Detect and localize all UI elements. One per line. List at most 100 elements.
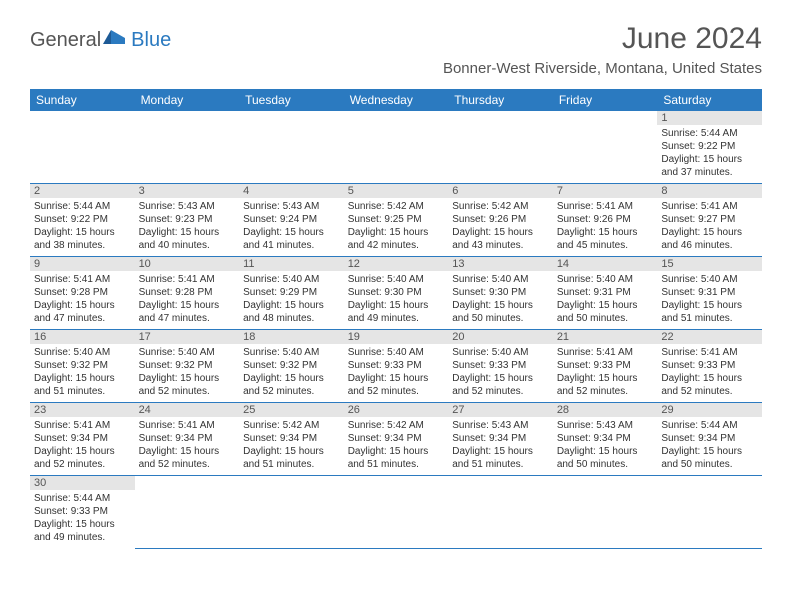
sunrise-line: Sunrise: 5:40 AM [661, 273, 758, 286]
daylight-line: Daylight: 15 hours and 49 minutes. [348, 299, 445, 325]
day-number: 2 [30, 184, 135, 198]
calendar-cell: 3Sunrise: 5:43 AMSunset: 9:23 PMDaylight… [135, 184, 240, 257]
weekday-header: Friday [553, 89, 658, 111]
daylight-line: Daylight: 15 hours and 42 minutes. [348, 226, 445, 252]
daylight-line: Daylight: 15 hours and 40 minutes. [139, 226, 236, 252]
calendar-cell: 27Sunrise: 5:43 AMSunset: 9:34 PMDayligh… [448, 403, 553, 476]
day-content: Sunrise: 5:42 AMSunset: 9:34 PMDaylight:… [243, 419, 340, 471]
day-content: Sunrise: 5:40 AMSunset: 9:32 PMDaylight:… [34, 346, 131, 398]
daylight-line: Daylight: 15 hours and 52 minutes. [557, 372, 654, 398]
calendar-cell: 4Sunrise: 5:43 AMSunset: 9:24 PMDaylight… [239, 184, 344, 257]
sunrise-line: Sunrise: 5:41 AM [661, 346, 758, 359]
day-number: 6 [448, 184, 553, 198]
calendar-cell: 15Sunrise: 5:40 AMSunset: 9:31 PMDayligh… [657, 257, 762, 330]
calendar-cell: 26Sunrise: 5:42 AMSunset: 9:34 PMDayligh… [344, 403, 449, 476]
daylight-line: Daylight: 15 hours and 47 minutes. [34, 299, 131, 325]
day-content: Sunrise: 5:40 AMSunset: 9:31 PMDaylight:… [557, 273, 654, 325]
sunset-line: Sunset: 9:26 PM [452, 213, 549, 226]
calendar-cell-empty [344, 111, 449, 184]
sunrise-line: Sunrise: 5:43 AM [557, 419, 654, 432]
calendar-cell-empty [448, 111, 553, 184]
calendar-row: 1Sunrise: 5:44 AMSunset: 9:22 PMDaylight… [30, 111, 762, 184]
day-number: 5 [344, 184, 449, 198]
calendar-cell-empty [553, 476, 658, 549]
calendar-cell: 10Sunrise: 5:41 AMSunset: 9:28 PMDayligh… [135, 257, 240, 330]
calendar-cell: 11Sunrise: 5:40 AMSunset: 9:29 PMDayligh… [239, 257, 344, 330]
calendar-cell: 13Sunrise: 5:40 AMSunset: 9:30 PMDayligh… [448, 257, 553, 330]
day-number: 7 [553, 184, 658, 198]
calendar-row: 9Sunrise: 5:41 AMSunset: 9:28 PMDaylight… [30, 257, 762, 330]
sunrise-line: Sunrise: 5:40 AM [348, 273, 445, 286]
calendar-cell-empty [30, 111, 135, 184]
day-content: Sunrise: 5:40 AMSunset: 9:29 PMDaylight:… [243, 273, 340, 325]
calendar-cell: 1Sunrise: 5:44 AMSunset: 9:22 PMDaylight… [657, 111, 762, 184]
daylight-line: Daylight: 15 hours and 41 minutes. [243, 226, 340, 252]
calendar-cell: 5 Sunrise: 5:42 AMSunset: 9:25 PMDaylight… [344, 184, 449, 257]
daylight-line: Daylight: 15 hours and 52 minutes. [452, 372, 549, 398]
sunset-line: Sunset: 9:24 PM [243, 213, 340, 226]
day-number: 21 [553, 330, 658, 344]
title-block: June 2024 Bonner-West Riverside, Montana… [443, 22, 762, 77]
weekday-header: Saturday [657, 89, 762, 111]
calendar-row: 23Sunrise: 5:41 AMSunset: 9:34 PMDayligh… [30, 403, 762, 476]
day-number: 29 [657, 403, 762, 417]
day-number: 18 [239, 330, 344, 344]
sunset-line: Sunset: 9:33 PM [661, 359, 758, 372]
sunset-line: Sunset: 9:33 PM [348, 359, 445, 372]
sunrise-line: Sunrise: 5:44 AM [661, 127, 758, 140]
sunset-line: Sunset: 9:34 PM [452, 432, 549, 445]
daylight-line: Daylight: 15 hours and 51 minutes. [452, 445, 549, 471]
daylight-line: Daylight: 15 hours and 46 minutes. [661, 226, 758, 252]
calendar-body: 1Sunrise: 5:44 AMSunset: 9:22 PMDaylight… [30, 111, 762, 548]
day-content: Sunrise: 5:41 AMSunset: 9:28 PMDaylight:… [34, 273, 131, 325]
day-content: Sunrise: 5:40 AMSunset: 9:30 PMDaylight:… [452, 273, 549, 325]
weekday-header: Monday [135, 89, 240, 111]
day-content: Sunrise: 5:44 AMSunset: 9:22 PMDaylight:… [34, 200, 131, 252]
logo-icon [103, 28, 127, 52]
daylight-line: Daylight: 15 hours and 52 minutes. [661, 372, 758, 398]
calendar-cell: 9Sunrise: 5:41 AMSunset: 9:28 PMDaylight… [30, 257, 135, 330]
weekday-row: SundayMondayTuesdayWednesdayThursdayFrid… [30, 89, 762, 111]
day-content: Sunrise: 5:44 AMSunset: 9:33 PMDaylight:… [34, 492, 131, 544]
sunset-line: Sunset: 9:33 PM [557, 359, 654, 372]
calendar-cell-empty [239, 111, 344, 184]
daylight-line: Daylight: 15 hours and 51 minutes. [661, 299, 758, 325]
day-number: 12 [344, 257, 449, 271]
sunrise-line: Sunrise: 5:40 AM [243, 273, 340, 286]
daylight-line: Daylight: 15 hours and 38 minutes. [34, 226, 131, 252]
sunset-line: Sunset: 9:34 PM [243, 432, 340, 445]
sunset-line: Sunset: 9:31 PM [661, 286, 758, 299]
sunset-line: Sunset: 9:29 PM [243, 286, 340, 299]
daylight-line: Daylight: 15 hours and 49 minutes. [34, 518, 131, 544]
daylight-line: Daylight: 15 hours and 37 minutes. [661, 153, 758, 179]
location: Bonner-West Riverside, Montana, United S… [443, 60, 762, 77]
daylight-line: Daylight: 15 hours and 51 minutes. [348, 445, 445, 471]
sunrise-line: Sunrise: 5:43 AM [139, 200, 236, 213]
calendar-cell-empty [135, 476, 240, 549]
daylight-line: Daylight: 15 hours and 52 minutes. [34, 445, 131, 471]
sunset-line: Sunset: 9:25 PM [348, 213, 445, 226]
day-content: Sunrise: 5:42 AMSunset: 9:34 PMDaylight:… [348, 419, 445, 471]
sunset-line: Sunset: 9:28 PM [139, 286, 236, 299]
day-number: 17 [135, 330, 240, 344]
day-number: 20 [448, 330, 553, 344]
calendar-cell-empty [344, 476, 449, 549]
day-number: 10 [135, 257, 240, 271]
day-content: Sunrise: 5:40 AMSunset: 9:32 PMDaylight:… [139, 346, 236, 398]
sunset-line: Sunset: 9:30 PM [452, 286, 549, 299]
sunset-line: Sunset: 9:22 PM [661, 140, 758, 153]
day-number: 19 [344, 330, 449, 344]
calendar-cell: 30Sunrise: 5:44 AMSunset: 9:33 PMDayligh… [30, 476, 135, 549]
sunrise-line: Sunrise: 5:40 AM [34, 346, 131, 359]
sunrise-line: Sunrise: 5:42 AM [348, 200, 445, 213]
day-number: 14 [553, 257, 658, 271]
daylight-line: Daylight: 15 hours and 52 minutes. [139, 445, 236, 471]
calendar-cell-empty [239, 476, 344, 549]
day-number: 3 [135, 184, 240, 198]
calendar-cell: 29Sunrise: 5:44 AMSunset: 9:34 PMDayligh… [657, 403, 762, 476]
calendar-row: 16Sunrise: 5:40 AMSunset: 9:32 PMDayligh… [30, 330, 762, 403]
daylight-line: Daylight: 15 hours and 51 minutes. [34, 372, 131, 398]
sunset-line: Sunset: 9:34 PM [348, 432, 445, 445]
logo-text-blue: Blue [131, 29, 171, 52]
day-number: 27 [448, 403, 553, 417]
